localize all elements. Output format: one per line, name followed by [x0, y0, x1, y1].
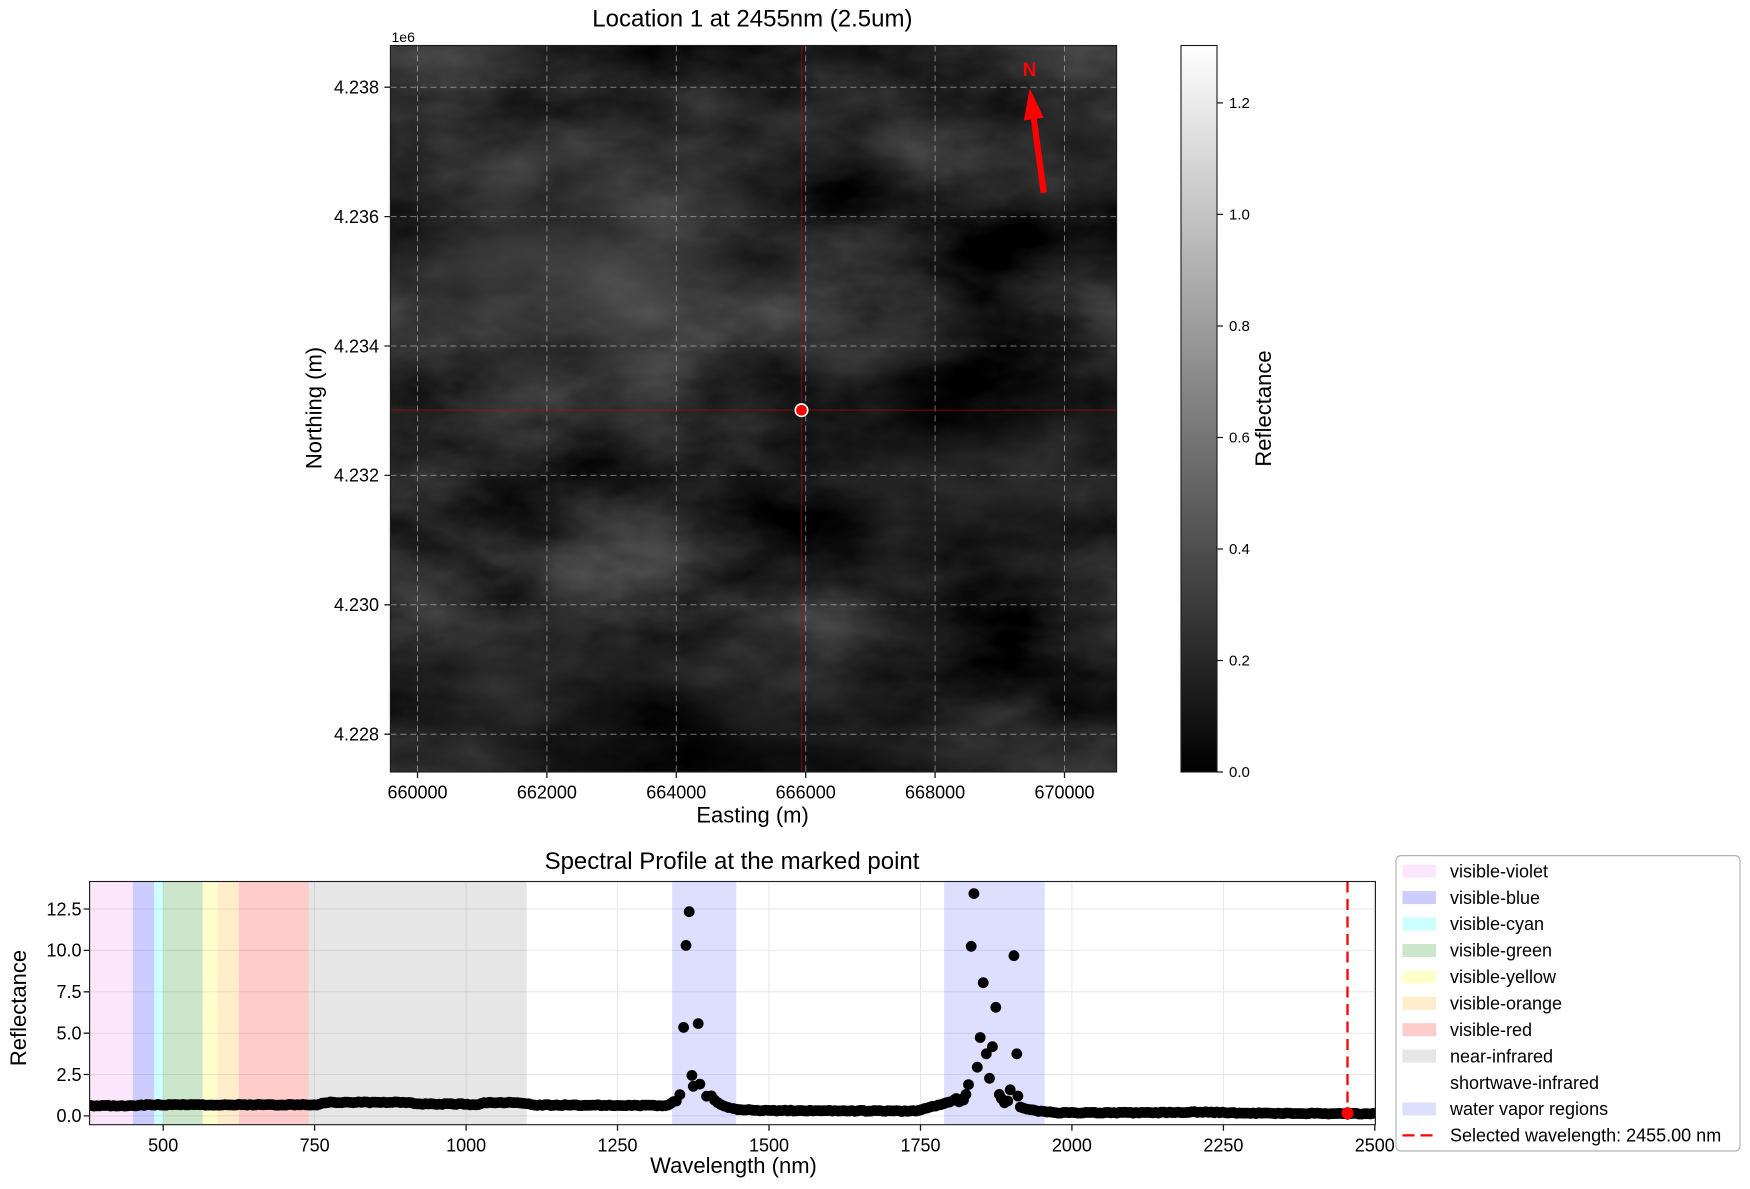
svg-text:Selected wavelength: 2455.00 n: Selected wavelength: 2455.00 nm: [1450, 1126, 1721, 1146]
svg-text:visible-orange: visible-orange: [1450, 994, 1562, 1014]
svg-text:visible-green: visible-green: [1450, 941, 1552, 961]
svg-text:2000: 2000: [1052, 1136, 1092, 1156]
svg-text:0.0: 0.0: [56, 1106, 81, 1126]
svg-text:662000: 662000: [517, 783, 577, 803]
svg-text:7.5: 7.5: [56, 982, 81, 1002]
svg-text:10.0: 10.0: [46, 941, 81, 961]
svg-text:Spectral Profile at the marked: Spectral Profile at the marked point: [545, 848, 920, 875]
svg-text:670000: 670000: [1034, 783, 1094, 803]
svg-text:Location 1 at 2455nm (2.5um): Location 1 at 2455nm (2.5um): [592, 6, 912, 33]
svg-text:Northing (m): Northing (m): [302, 347, 327, 469]
svg-text:660000: 660000: [387, 783, 447, 803]
svg-text:500: 500: [148, 1136, 178, 1156]
svg-text:4.230: 4.230: [334, 595, 379, 615]
svg-text:2500: 2500: [1355, 1136, 1395, 1156]
svg-text:0.0: 0.0: [1229, 764, 1250, 781]
svg-text:2250: 2250: [1203, 1136, 1243, 1156]
svg-text:Wavelength (nm): Wavelength (nm): [650, 1153, 817, 1178]
svg-text:Reflectance: Reflectance: [6, 950, 31, 1066]
svg-text:visible-yellow: visible-yellow: [1450, 967, 1557, 987]
svg-text:4.238: 4.238: [334, 78, 379, 98]
svg-text:4.236: 4.236: [334, 207, 379, 227]
svg-text:1.0: 1.0: [1229, 207, 1250, 224]
svg-text:1000: 1000: [446, 1136, 486, 1156]
svg-text:1500: 1500: [749, 1136, 789, 1156]
svg-text:5.0: 5.0: [56, 1024, 81, 1044]
svg-text:1250: 1250: [597, 1136, 637, 1156]
svg-text:1750: 1750: [900, 1136, 940, 1156]
svg-text:2.5: 2.5: [56, 1065, 81, 1085]
svg-text:near-infrared: near-infrared: [1450, 1046, 1553, 1066]
svg-text:0.4: 0.4: [1229, 541, 1250, 558]
svg-text:Reflectance: Reflectance: [1251, 350, 1276, 466]
svg-text:visible-red: visible-red: [1450, 1020, 1532, 1040]
svg-text:4.234: 4.234: [334, 336, 379, 356]
svg-text:N: N: [1023, 60, 1037, 81]
svg-text:1e6: 1e6: [392, 29, 416, 45]
svg-text:4.228: 4.228: [334, 725, 379, 745]
svg-text:visible-cyan: visible-cyan: [1450, 914, 1544, 934]
svg-text:0.2: 0.2: [1229, 653, 1250, 670]
svg-text:0.6: 0.6: [1229, 430, 1250, 447]
svg-text:visible-violet: visible-violet: [1450, 861, 1548, 881]
svg-text:12.5: 12.5: [46, 899, 81, 919]
svg-text:668000: 668000: [905, 783, 965, 803]
svg-text:Easting (m): Easting (m): [696, 803, 808, 828]
svg-text:visible-blue: visible-blue: [1450, 888, 1540, 908]
svg-text:666000: 666000: [776, 783, 836, 803]
svg-text:water vapor regions: water vapor regions: [1449, 1099, 1608, 1119]
svg-text:0.8: 0.8: [1229, 318, 1250, 335]
svg-text:1.2: 1.2: [1229, 95, 1250, 112]
svg-text:750: 750: [300, 1136, 330, 1156]
svg-text:4.232: 4.232: [334, 466, 379, 486]
svg-text:shortwave-infrared: shortwave-infrared: [1450, 1073, 1599, 1093]
svg-text:664000: 664000: [646, 783, 706, 803]
